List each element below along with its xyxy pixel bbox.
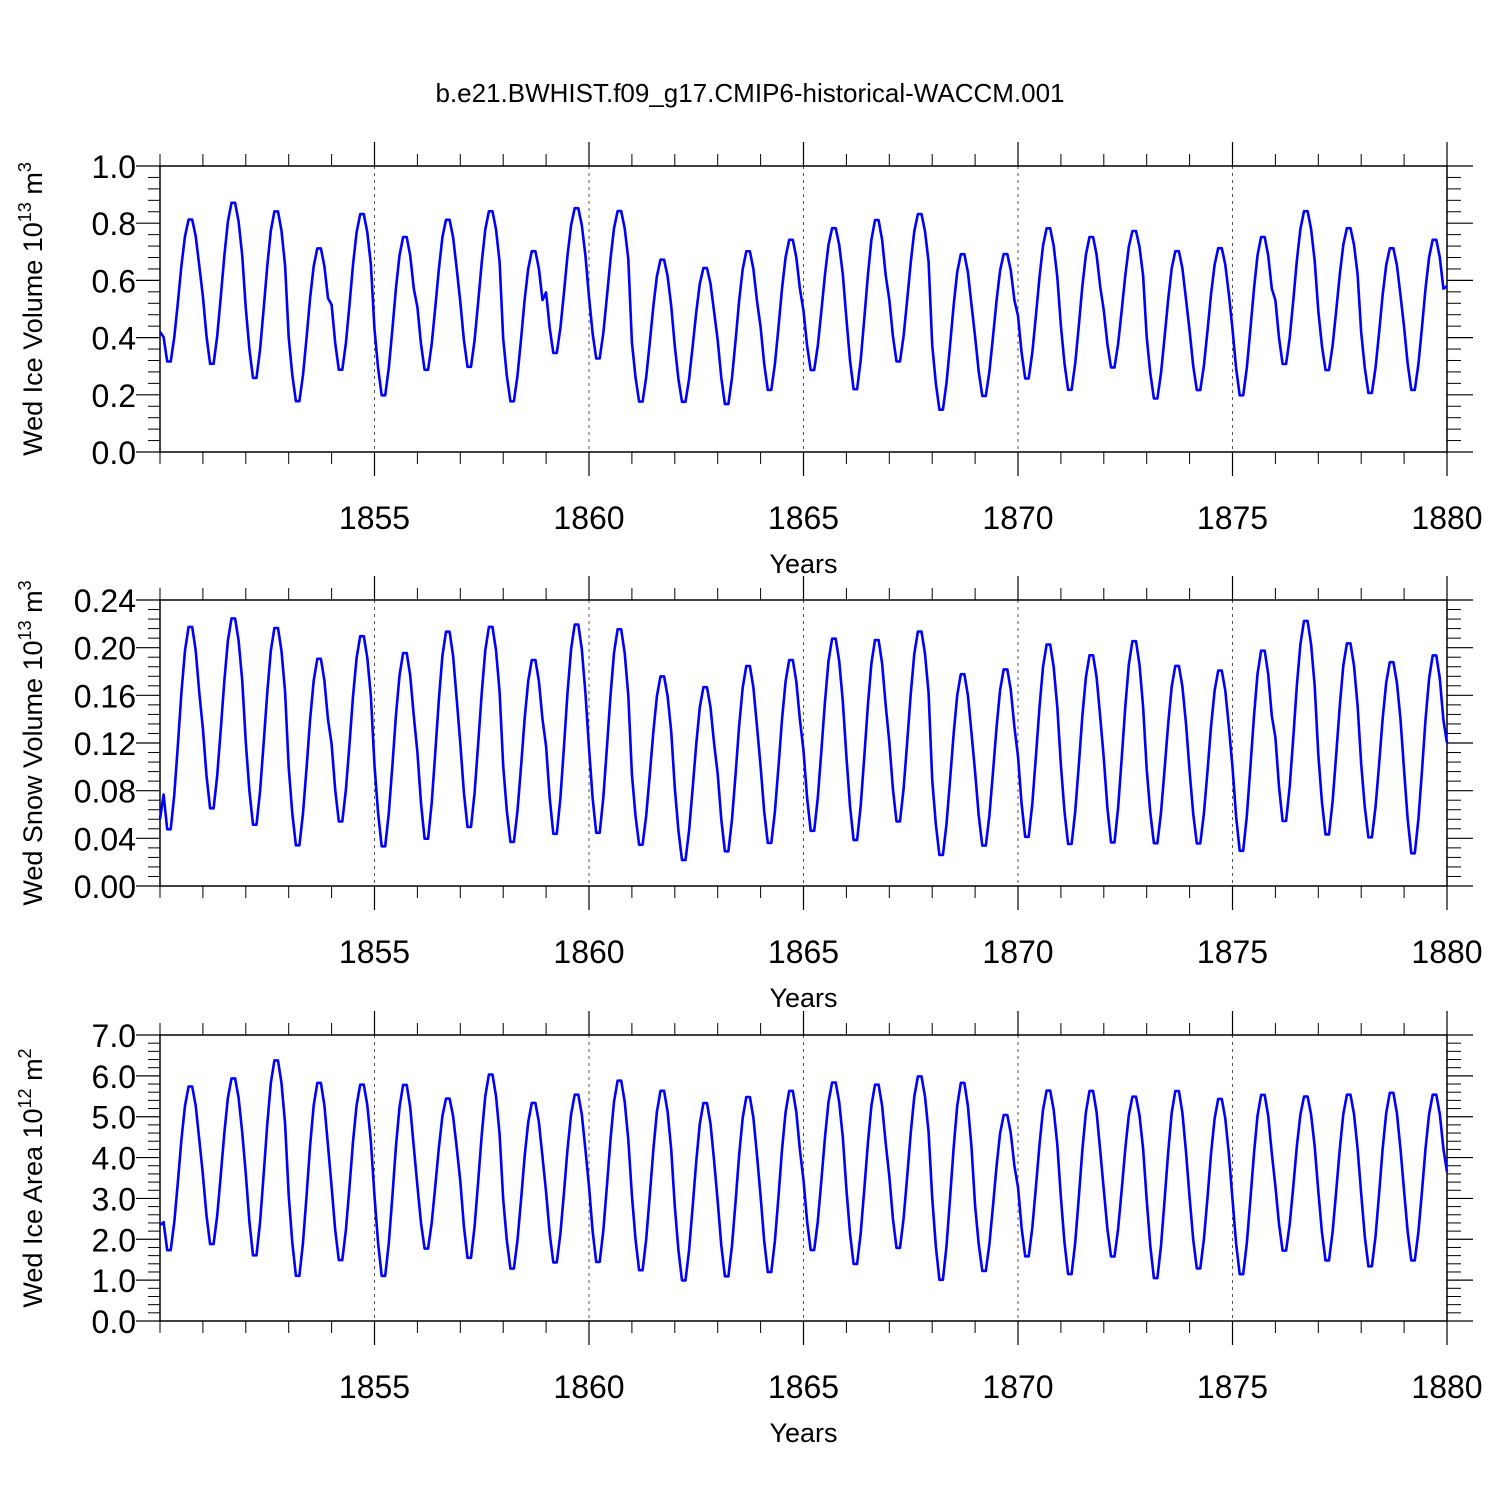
- y-tick-label: 1.0: [92, 1263, 136, 1299]
- y-tick-label: 0.16: [74, 678, 136, 714]
- y-tick-label: 0.24: [74, 583, 136, 619]
- x-tick-label: 1855: [339, 1369, 410, 1405]
- data-series-line: [158, 617, 1449, 862]
- x-tick-label: 1875: [1197, 934, 1268, 970]
- y-tick-label: 0.6: [92, 263, 136, 299]
- x-tick-label: 1855: [339, 500, 410, 536]
- chart-panel-2: 1855 1860 1865 1870 1875 1880 0.00 0.04 0.08 0.12…: [15, 576, 1483, 1013]
- x-axis-label: Years: [769, 549, 837, 579]
- x-tick-label: 1875: [1197, 1369, 1268, 1405]
- y-tick-label: 1.0: [92, 149, 136, 185]
- y-tick-label: 0.12: [74, 726, 136, 762]
- y-axis-label: Wed Ice Volume 1013 m3: [15, 162, 48, 456]
- figure-title: b.e21.BWHIST.f09_g17.CMIP6-historical-WA…: [435, 78, 1064, 108]
- y-tick-label: 0.0: [92, 435, 136, 471]
- y-axis-label: Wed Snow Volume 1013 m3: [15, 580, 48, 905]
- y-tick-label: 4.0: [92, 1141, 136, 1177]
- x-tick-label: 1880: [1411, 500, 1482, 536]
- x-tick-label: 1870: [982, 934, 1053, 970]
- y-tick-label: 2.0: [92, 1222, 136, 1258]
- y-tick-label: 0.08: [74, 774, 136, 810]
- x-axis-label: Years: [769, 1418, 837, 1448]
- plot-frame: [159, 165, 1448, 453]
- data-series-line: [159, 1059, 1449, 1282]
- x-tick-label: 1870: [982, 1369, 1053, 1405]
- y-tick-label: 0.00: [74, 869, 136, 905]
- y-tick-label: 0.4: [92, 321, 136, 357]
- x-tick-label: 1875: [1197, 500, 1268, 536]
- data-series-line: [158, 201, 1448, 411]
- x-tick-label: 1855: [339, 934, 410, 970]
- y-tick-label: 6.0: [92, 1059, 136, 1095]
- y-tick-label: 5.0: [92, 1100, 136, 1136]
- x-tick-label: 1865: [768, 500, 839, 536]
- plot-frame: [159, 1034, 1448, 1322]
- y-axis-label: Wed Ice Area 1012 m2: [15, 1048, 48, 1307]
- y-tick-label: 0.8: [92, 206, 136, 242]
- x-tick-label: 1860: [553, 1369, 624, 1405]
- x-tick-label: 1860: [553, 934, 624, 970]
- y-tick-label: 0.04: [74, 821, 136, 857]
- chart-panel-3: 1855 1860 1865 1870 1875 1880 0.0 1.0 2.0 3.0 4.0 5…: [15, 1011, 1483, 1448]
- x-axis-label: Years: [769, 983, 837, 1013]
- y-tick-label: 0.2: [92, 378, 136, 414]
- y-tick-label: 0.20: [74, 631, 136, 667]
- y-tick-label: 7.0: [92, 1018, 136, 1054]
- x-tick-label: 1870: [982, 500, 1053, 536]
- y-tick-label: 0.0: [92, 1304, 136, 1340]
- chart-panel-1: 1855 1860 1865 1870 1875 1880 0.0 0.2 0.4 0.6 0.8 1…: [15, 142, 1483, 579]
- x-tick-label: 1865: [768, 934, 839, 970]
- x-tick-label: 1865: [768, 1369, 839, 1405]
- y-tick-label: 3.0: [92, 1181, 136, 1217]
- x-tick-label: 1880: [1411, 1369, 1482, 1405]
- x-tick-label: 1880: [1411, 934, 1482, 970]
- x-tick-label: 1860: [553, 500, 624, 536]
